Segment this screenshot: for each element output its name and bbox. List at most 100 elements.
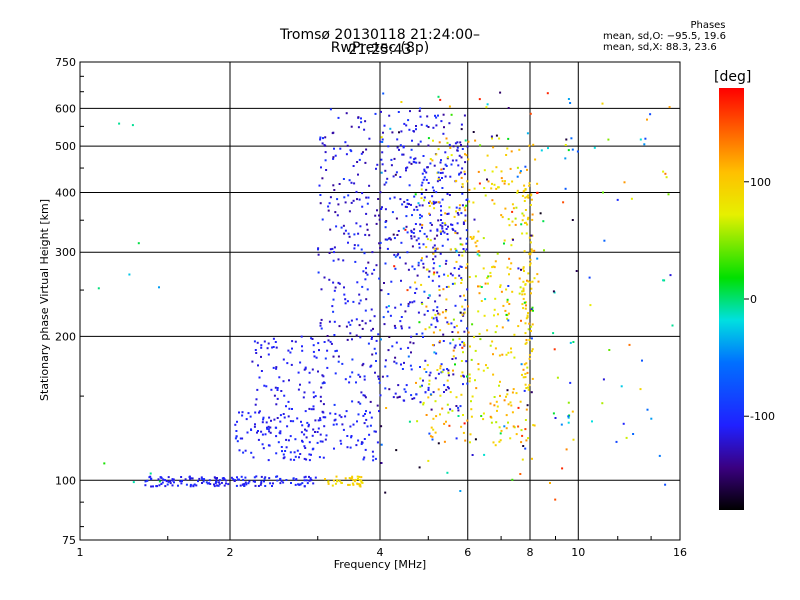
data-point — [546, 92, 549, 95]
data-point — [420, 123, 423, 126]
data-point — [407, 302, 410, 305]
data-point — [447, 323, 450, 325]
data-point — [439, 367, 442, 370]
data-point — [362, 151, 364, 154]
data-point — [238, 411, 240, 414]
data-point — [459, 295, 462, 298]
data-point — [326, 366, 329, 369]
data-point — [275, 426, 278, 429]
data-point — [616, 198, 619, 201]
data-point — [394, 267, 397, 270]
data-point — [349, 332, 352, 335]
data-point — [471, 454, 474, 456]
data-point — [287, 349, 290, 352]
data-point — [271, 485, 273, 487]
data-point — [260, 370, 263, 372]
data-point — [523, 389, 526, 392]
data-point — [353, 247, 356, 250]
data-point — [318, 456, 321, 459]
data-point — [527, 216, 530, 219]
data-point — [377, 198, 380, 200]
data-point — [252, 480, 255, 483]
data-point — [166, 483, 169, 486]
data-point — [365, 410, 367, 413]
data-point — [303, 433, 306, 436]
data-point — [348, 477, 351, 479]
x-tick-label: 8 — [527, 546, 534, 559]
x-tick-label: 10 — [571, 546, 585, 559]
data-point — [241, 411, 244, 414]
data-point — [442, 288, 445, 291]
data-point — [287, 400, 290, 403]
data-point — [482, 237, 485, 240]
data-point — [355, 190, 358, 193]
data-point — [427, 389, 430, 391]
data-point — [439, 340, 441, 343]
data-point — [191, 477, 194, 480]
data-point — [533, 277, 536, 280]
data-point — [319, 400, 322, 403]
data-point — [373, 268, 376, 271]
data-point — [420, 193, 423, 195]
data-point — [241, 483, 244, 486]
colorbar-tick-label: -100 — [750, 410, 775, 423]
data-point — [383, 124, 386, 127]
data-point — [517, 267, 520, 270]
data-point — [388, 336, 391, 338]
data-point — [518, 292, 521, 295]
data-point — [363, 252, 366, 255]
data-point — [298, 456, 300, 459]
data-point — [342, 224, 345, 227]
data-point — [461, 313, 464, 316]
data-point — [364, 413, 366, 415]
data-point — [254, 484, 257, 487]
data-point — [508, 224, 511, 227]
data-point — [506, 300, 509, 303]
data-point — [425, 255, 428, 258]
data-point — [439, 224, 442, 227]
data-point — [523, 363, 526, 366]
data-point — [494, 331, 497, 334]
data-point — [506, 147, 509, 150]
data-point — [344, 477, 347, 480]
data-point — [347, 232, 350, 235]
data-point — [457, 213, 460, 216]
data-point — [425, 414, 428, 416]
data-point — [493, 266, 496, 269]
data-point — [414, 157, 417, 160]
data-point — [429, 435, 432, 438]
data-point — [263, 340, 266, 343]
data-point — [454, 142, 457, 145]
data-point — [507, 312, 510, 315]
data-point — [169, 482, 172, 485]
data-point — [528, 354, 531, 357]
data-point — [479, 338, 482, 341]
data-point — [431, 438, 434, 441]
data-point — [603, 239, 606, 242]
data-point — [371, 450, 374, 453]
data-point — [317, 248, 319, 251]
data-point — [205, 481, 208, 484]
data-point — [496, 405, 499, 408]
data-point — [260, 482, 263, 485]
data-point — [397, 253, 400, 256]
data-point — [436, 310, 439, 312]
data-point — [450, 113, 453, 116]
data-point — [532, 143, 535, 146]
data-point — [368, 137, 371, 140]
data-point — [350, 181, 353, 184]
data-point — [321, 410, 324, 413]
data-point — [393, 157, 396, 160]
data-point — [530, 391, 533, 394]
data-point — [472, 131, 475, 133]
data-point — [265, 421, 268, 424]
data-point — [173, 481, 175, 484]
data-point — [649, 113, 652, 116]
data-point — [297, 388, 300, 391]
data-point — [433, 201, 436, 204]
data-point — [399, 176, 402, 178]
data-point — [283, 416, 286, 419]
data-point — [499, 286, 502, 288]
data-point — [530, 308, 533, 310]
data-point — [489, 275, 492, 278]
